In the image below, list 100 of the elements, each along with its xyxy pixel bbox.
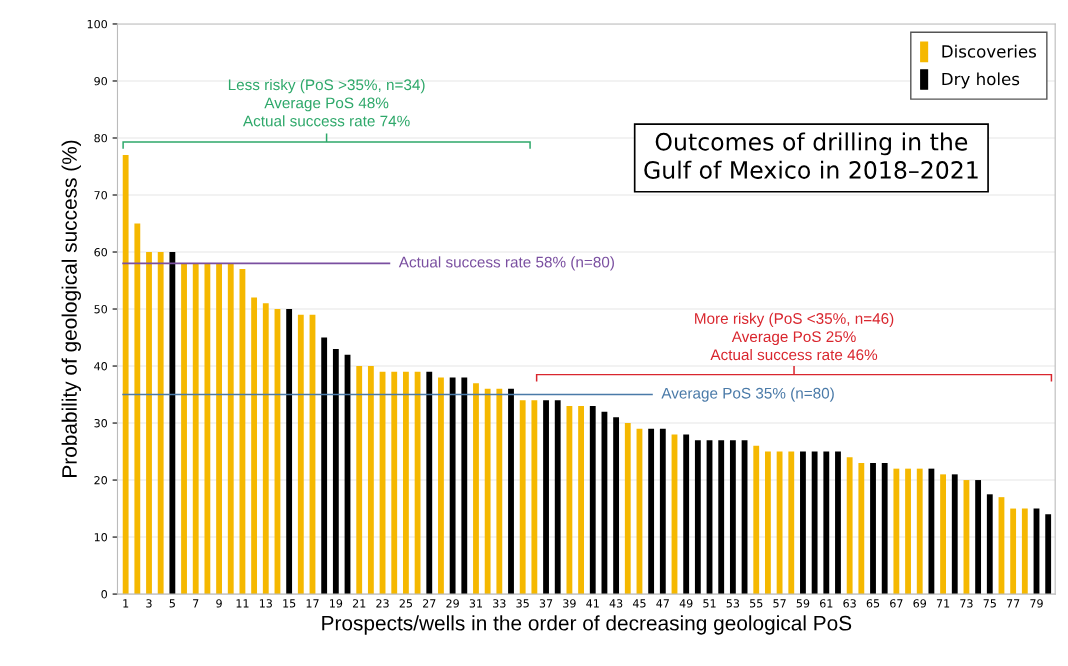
- bar: [426, 371, 433, 595]
- x-tick-label: 17: [306, 599, 319, 608]
- x-tick-label: 45: [632, 599, 646, 608]
- x-tick-label: 25: [399, 599, 413, 608]
- bar: [251, 297, 258, 595]
- bar: [1010, 508, 1017, 595]
- bar: [776, 451, 783, 595]
- bar: [519, 400, 526, 595]
- x-tick-label: 1: [123, 599, 129, 608]
- legend-label: Discoveries: [942, 44, 1037, 58]
- x-tick-label: 31: [469, 599, 483, 608]
- x-tick-label: 11: [236, 599, 249, 608]
- x-tick-label: 79: [1030, 599, 1043, 608]
- x-tick-label: 75: [983, 599, 996, 608]
- x-tick-label: 71: [936, 599, 950, 608]
- bar: [391, 371, 398, 595]
- bar: [122, 155, 129, 595]
- bar: [157, 252, 164, 595]
- x-tick-label: 23: [376, 599, 389, 608]
- x-tick-label: 3: [146, 599, 152, 608]
- x-tick-label: 49: [679, 599, 693, 608]
- bar: [578, 405, 584, 595]
- y-tick-label: 100: [87, 19, 108, 29]
- x-tick-label: 63: [843, 599, 856, 608]
- text: Outcomes of drilling in the Gulf of Mexico in 2018–2021: [644, 132, 978, 179]
- ref-line-label: Average PoS 35% (n=80): [661, 387, 834, 402]
- bar: [543, 400, 549, 595]
- bar: [881, 462, 888, 595]
- legend-label: Dry holes: [942, 72, 1020, 89]
- y-tick-label: 30: [94, 419, 108, 428]
- x-axis-title: Prospects/wells in the order of decreasing geological PoS: [322, 615, 852, 635]
- bar: [613, 417, 620, 595]
- bar: [449, 377, 456, 595]
- bar: [718, 440, 725, 595]
- x-tick-label: 7: [193, 599, 199, 608]
- bar: [227, 263, 234, 595]
- x-tick-label: 5: [169, 599, 175, 608]
- y-axis-title: Probability of geological success (%): [61, 140, 81, 477]
- bar: [484, 388, 491, 595]
- bar: [297, 314, 304, 595]
- x-tick-label: 51: [703, 599, 716, 608]
- x-tick-label: 61: [820, 599, 833, 608]
- bar: [624, 423, 631, 595]
- bar: [134, 223, 141, 595]
- bar: [262, 303, 269, 595]
- y-tick-label: 40: [94, 362, 108, 371]
- x-tick-label: 19: [330, 599, 343, 608]
- bar: [204, 263, 211, 595]
- bar: [367, 366, 374, 595]
- bar: [986, 494, 993, 595]
- x-tick-label: 69: [913, 599, 927, 608]
- annotation: More risky (PoS <35%, n=46) Average PoS 25% Actual success rate 46%: [695, 312, 894, 361]
- bar: [916, 468, 923, 595]
- x-tick-label: 29: [446, 599, 459, 608]
- bar: [694, 440, 701, 595]
- x-tick-label: 55: [750, 599, 763, 608]
- y-tick-label: 70: [94, 190, 108, 200]
- bar: [951, 474, 958, 595]
- bar: [753, 445, 760, 595]
- bar: [589, 405, 596, 595]
- x-tick-label: 77: [1006, 599, 1020, 608]
- bar: [554, 400, 561, 595]
- x-tick-label: 57: [773, 599, 786, 608]
- bar: [531, 400, 538, 595]
- bar: [1021, 508, 1028, 595]
- bar: [356, 366, 363, 595]
- bar: [800, 451, 806, 595]
- bar: [508, 388, 514, 595]
- bar: [765, 451, 771, 595]
- y-tick-label: 50: [94, 305, 108, 314]
- bar: [473, 383, 479, 595]
- bar: [846, 457, 853, 595]
- x-tick-label: 13: [259, 599, 272, 608]
- bar: [683, 434, 690, 595]
- bar: [648, 428, 655, 595]
- bar: [496, 388, 503, 595]
- x-tick-label: 15: [283, 599, 296, 608]
- x-tick-label: 21: [352, 599, 366, 608]
- bar: [659, 428, 666, 595]
- x-tick-label: 47: [656, 599, 669, 608]
- x-tick-label: 73: [960, 599, 973, 608]
- bar: [823, 451, 830, 595]
- x-tick-label: 41: [586, 599, 599, 608]
- bar: [835, 451, 841, 595]
- bar: [893, 468, 900, 595]
- y-tick-label: 20: [94, 476, 108, 485]
- y-tick-label: 0: [101, 590, 108, 599]
- bar: [870, 462, 876, 595]
- bar: [146, 252, 152, 595]
- bar: [729, 440, 736, 595]
- x-tick-label: 33: [493, 599, 506, 608]
- x-tick-label: 67: [890, 599, 903, 608]
- bar: [216, 263, 222, 595]
- bar: [566, 405, 573, 595]
- x-tick-label: 9: [216, 599, 222, 608]
- bar: [332, 348, 339, 595]
- bar: [438, 377, 444, 595]
- bar: [192, 263, 199, 595]
- x-tick-label: 39: [563, 599, 576, 608]
- bar: [461, 377, 468, 595]
